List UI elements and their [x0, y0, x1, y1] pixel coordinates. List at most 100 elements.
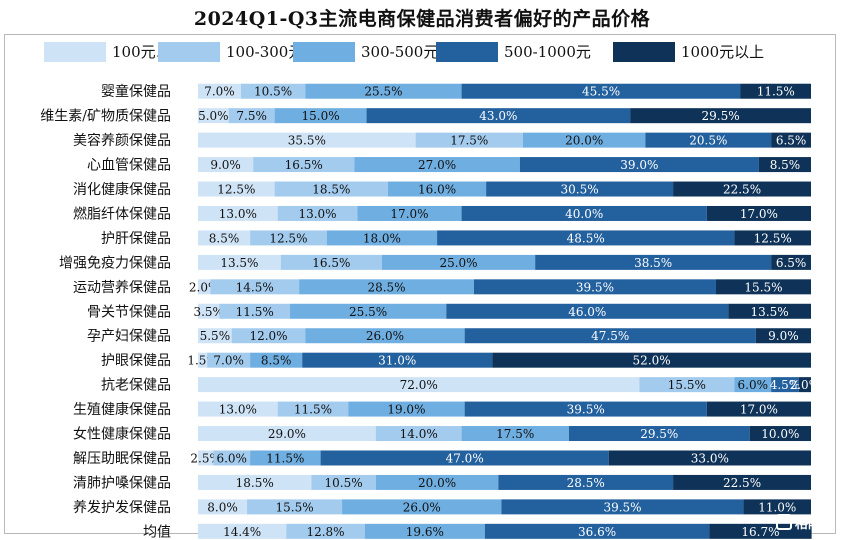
bar-segment — [198, 230, 251, 246]
bar-segment — [375, 474, 499, 490]
legend: 100元以下 100-300元 300-500元 500-1000元 1000元以上 — [12, 39, 832, 65]
data-label: 8.0% — [207, 500, 238, 514]
category-label: 养发护发保健品 — [73, 500, 171, 516]
data-label: 14.0% — [400, 427, 438, 441]
category-label: 孕产妇保健品 — [87, 328, 171, 345]
bar-segment — [311, 474, 376, 490]
bar-segment — [437, 230, 735, 246]
category-label: 婴童保健品 — [101, 83, 171, 100]
data-label: 22.5% — [723, 183, 761, 197]
data-label: 13.5% — [220, 256, 258, 270]
bar-segment — [473, 279, 716, 295]
category-label: 护肝保健品 — [101, 231, 171, 247]
data-label: 9.0% — [768, 329, 799, 343]
data-label: 13.5% — [751, 305, 789, 319]
data-label: 25.5% — [364, 85, 402, 99]
bar-segment — [240, 83, 306, 99]
bar-segment — [228, 108, 275, 124]
bar-segment — [755, 328, 811, 344]
category-label: 增强免疫力保健品 — [59, 255, 171, 271]
data-label: 4.5% — [770, 378, 801, 392]
category-label: 清肺护嗓保健品 — [73, 475, 171, 491]
legend-label: 300-500元 — [361, 43, 439, 61]
bar-segment — [348, 401, 465, 417]
bar-segment — [198, 279, 211, 295]
data-label: 8.5% — [261, 354, 292, 368]
data-label: 36.6% — [578, 525, 616, 539]
legend-label: 500-1000元 — [504, 43, 591, 61]
bar-segment — [630, 108, 811, 124]
bar-segment — [198, 499, 248, 515]
data-label: 12.8% — [306, 525, 344, 539]
bar-segment — [464, 328, 756, 344]
bar-segment — [734, 377, 772, 393]
bar-segment — [289, 303, 447, 319]
data-label: 19.6% — [406, 525, 444, 539]
bar-segment — [198, 523, 287, 539]
category-label: 运动营养保健品 — [73, 280, 171, 296]
bar-segment — [381, 254, 536, 270]
bar-segment — [568, 426, 750, 442]
data-label: 14.4% — [223, 525, 261, 539]
bar-segment — [492, 352, 811, 368]
data-label: 40.0% — [565, 207, 603, 221]
data-label: 11.5% — [266, 451, 304, 465]
data-label: 15.5% — [275, 500, 313, 514]
data-label: 25.0% — [439, 256, 477, 270]
bar-segment — [198, 254, 281, 270]
bar-segment — [253, 157, 355, 173]
data-label: 15.5% — [668, 378, 706, 392]
bar-segment — [771, 254, 811, 270]
bar-segment — [484, 523, 710, 539]
data-label: 20.0% — [418, 476, 456, 490]
data-label: 12.5% — [217, 183, 255, 197]
data-label: 47.5% — [591, 329, 629, 343]
data-label: 10.5% — [325, 476, 363, 490]
data-label: 5.5% — [200, 329, 231, 343]
bar-segment — [354, 157, 520, 173]
bar-segment — [728, 303, 811, 319]
bar-segment — [320, 450, 609, 466]
category-label: 女性健康保健品 — [73, 426, 171, 443]
bar-segment — [388, 181, 487, 197]
data-label: 52.0% — [633, 354, 671, 368]
data-label: 39.5% — [603, 500, 641, 514]
bar-segment — [673, 181, 812, 197]
data-label: 16.0% — [418, 183, 456, 197]
data-label: 29.5% — [640, 427, 678, 441]
bar-segment — [213, 450, 251, 466]
data-label: 30.5% — [561, 183, 599, 197]
data-label: 11.5% — [757, 85, 795, 99]
bar-segment — [535, 254, 772, 270]
bar-segment — [342, 499, 502, 515]
data-label: 26.0% — [403, 500, 441, 514]
bar-segment — [740, 83, 811, 99]
bar-segment — [207, 352, 251, 368]
data-label: 31.0% — [378, 354, 416, 368]
data-label: 5.0% — [198, 109, 229, 123]
data-label: 3.5% — [193, 305, 224, 319]
category-label: 燃脂纤体保健品 — [73, 205, 171, 222]
bar-segment — [198, 352, 208, 368]
category-label: 生殖健康保健品 — [73, 401, 171, 418]
bar-segment — [364, 523, 485, 539]
data-label: 26.0% — [366, 329, 404, 343]
data-label: 12.0% — [249, 329, 287, 343]
legend-swatch — [44, 42, 106, 62]
category-label: 美容养颜保健品 — [73, 132, 171, 149]
watermark-text: 格隆汇 — [794, 517, 834, 532]
bar-segment — [771, 377, 799, 393]
data-label: 6.5% — [776, 134, 807, 148]
data-label: 10.5% — [254, 85, 292, 99]
data-label: 11.0% — [758, 500, 796, 514]
category-label: 护眼保健品 — [101, 353, 171, 369]
category-label: 抗老保健品 — [101, 378, 171, 394]
data-label: 46.0% — [568, 305, 606, 319]
bar-segment — [198, 377, 640, 393]
bar-segment — [639, 377, 735, 393]
bar-segment — [461, 205, 707, 221]
bar-segment — [461, 426, 569, 442]
bar-segment — [608, 450, 811, 466]
data-label: 39.5% — [567, 403, 605, 417]
bar-segment — [247, 499, 343, 515]
